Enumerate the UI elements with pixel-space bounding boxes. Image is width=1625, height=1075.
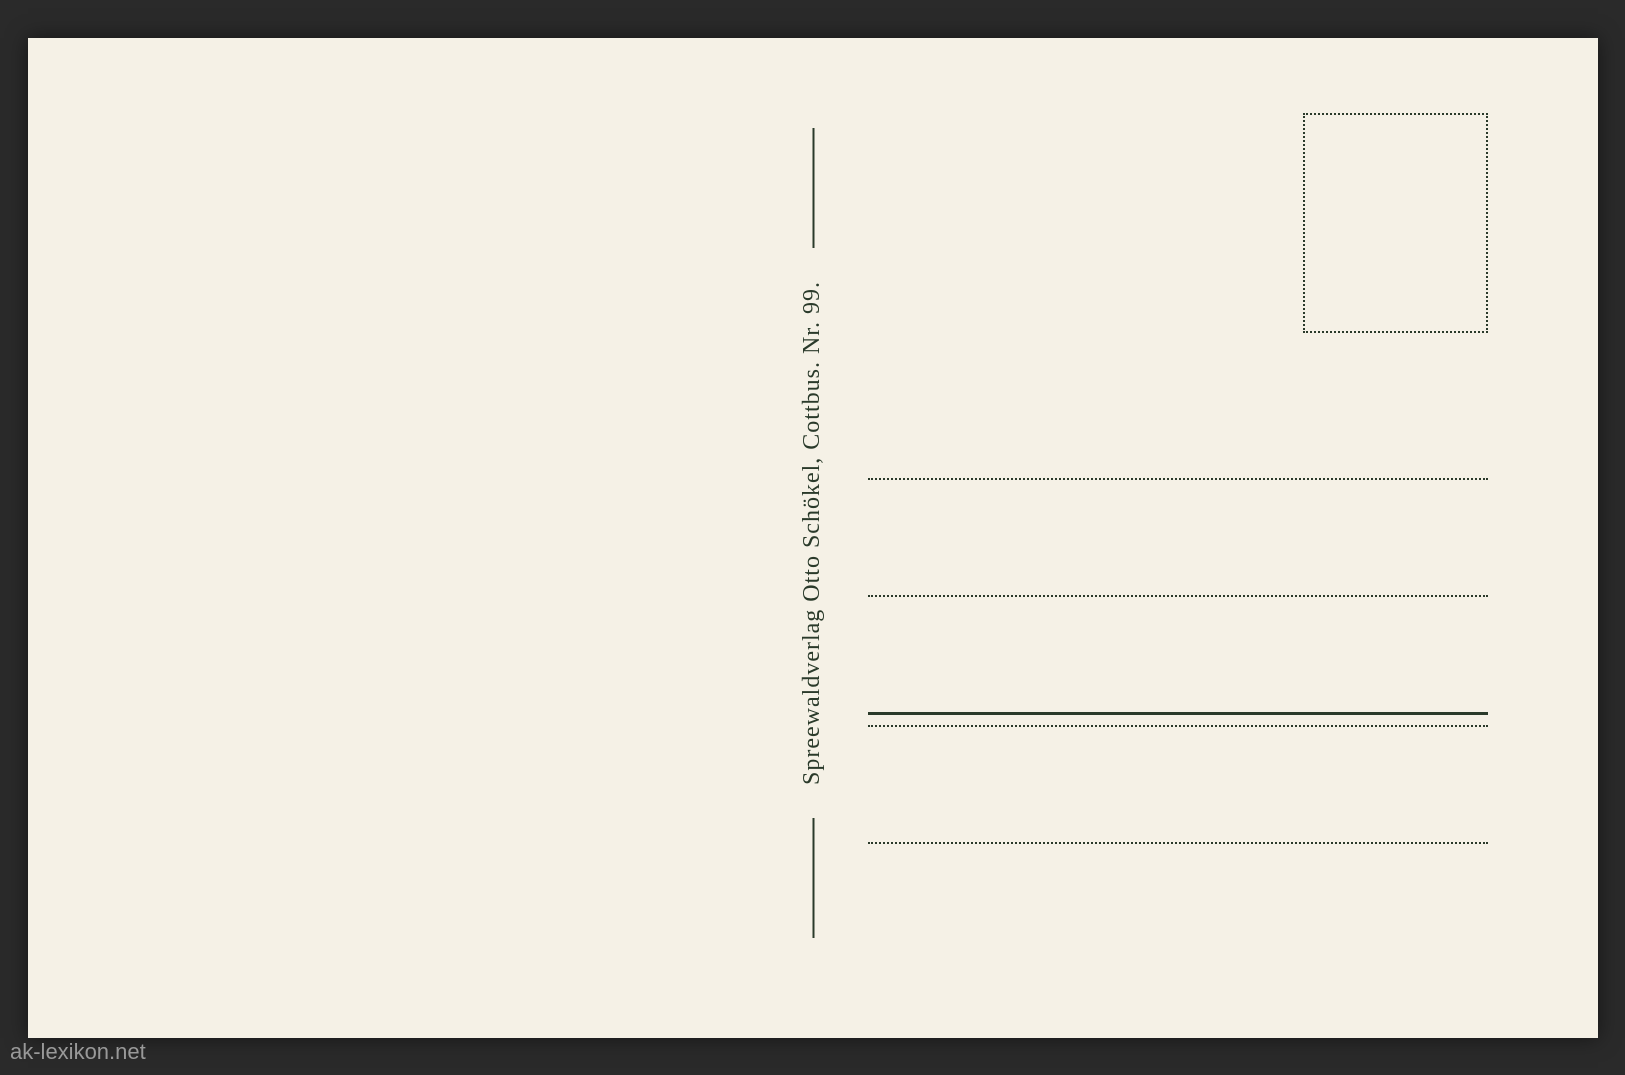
watermark-text: ak-lexikon.net	[10, 1039, 146, 1065]
address-line-4	[868, 842, 1488, 844]
address-line-2	[868, 595, 1488, 597]
divider-line-bottom	[812, 818, 814, 938]
address-line-3-dotted	[868, 725, 1488, 727]
postcard-content-area: Spreewaldverlag Otto Schökel, Cottbus. N…	[48, 58, 1578, 1018]
stamp-placeholder	[1303, 113, 1488, 333]
postcard-back: Spreewaldverlag Otto Schökel, Cottbus. N…	[28, 38, 1598, 1038]
address-line-1	[868, 478, 1488, 480]
center-divider: Spreewaldverlag Otto Schökel, Cottbus. N…	[812, 128, 813, 938]
address-line-3-solid	[868, 712, 1488, 715]
publisher-imprint: Spreewaldverlag Otto Schökel, Cottbus. N…	[799, 281, 826, 785]
divider-line-top	[812, 128, 814, 248]
address-area	[868, 478, 1488, 844]
